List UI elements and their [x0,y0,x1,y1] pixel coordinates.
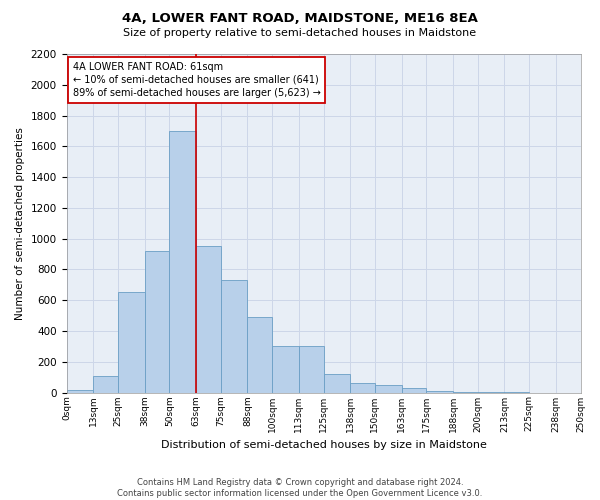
Bar [427,390,453,392]
Bar [299,346,323,393]
Bar [401,388,427,392]
Bar [323,374,350,392]
Bar [118,292,145,392]
Bar [196,246,221,392]
Text: 4A LOWER FANT ROAD: 61sqm
← 10% of semi-detached houses are smaller (641)
89% of: 4A LOWER FANT ROAD: 61sqm ← 10% of semi-… [73,62,320,98]
Bar [93,376,118,392]
Bar [67,390,93,392]
Bar [221,280,247,392]
Bar [375,385,401,392]
Bar [145,251,169,392]
Text: 4A, LOWER FANT ROAD, MAIDSTONE, ME16 8EA: 4A, LOWER FANT ROAD, MAIDSTONE, ME16 8EA [122,12,478,26]
Bar [350,382,375,392]
Bar [272,346,299,393]
Y-axis label: Number of semi-detached properties: Number of semi-detached properties [15,127,25,320]
X-axis label: Distribution of semi-detached houses by size in Maidstone: Distribution of semi-detached houses by … [161,440,487,450]
Bar [247,317,272,392]
Text: Size of property relative to semi-detached houses in Maidstone: Size of property relative to semi-detach… [124,28,476,38]
Bar [169,131,196,392]
Text: Contains HM Land Registry data © Crown copyright and database right 2024.
Contai: Contains HM Land Registry data © Crown c… [118,478,482,498]
